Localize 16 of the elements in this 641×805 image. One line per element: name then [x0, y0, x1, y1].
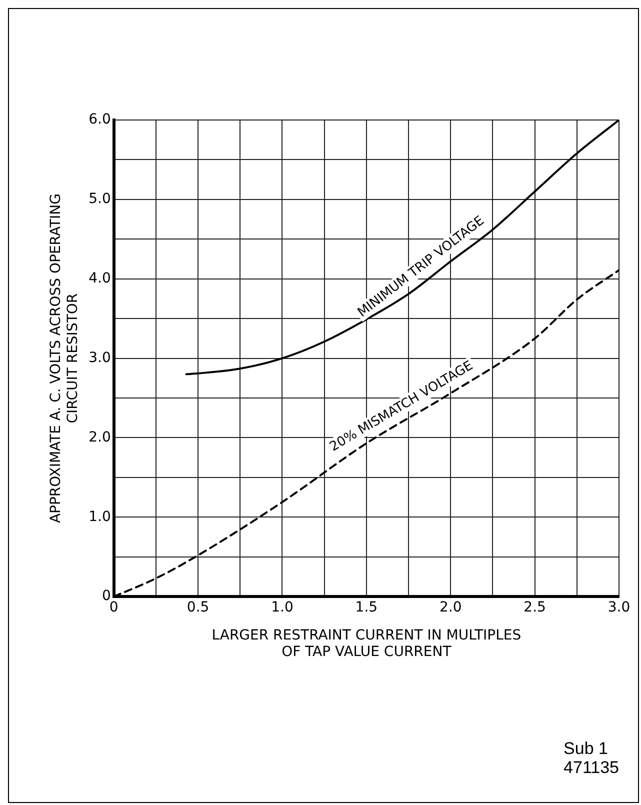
- x-tick-label: 1.5: [355, 600, 378, 616]
- y-tick-label: 3.0: [88, 350, 111, 366]
- y-axis-title: APPROXIMATE A. C. VOLTS ACROSS OPERATING CIRCUIT RESISTOR: [48, 194, 81, 524]
- x-tick-label: 1.0: [271, 600, 294, 616]
- y-tick-label: 1.0: [88, 508, 111, 525]
- y-tick-label: 5.0: [88, 191, 111, 208]
- y-tick-label: 2.0: [88, 429, 111, 446]
- y-tick-label: 0: [102, 588, 111, 604]
- y-tick-label: 4.0: [88, 270, 111, 287]
- text: Sub 1 471135: [564, 739, 619, 777]
- x-axis-title: LARGER RESTRAINT CURRENT IN MULTIPLES OF TAP VALUE CURRENT: [212, 627, 522, 660]
- y-tick-label: 6.0: [88, 112, 111, 128]
- x-tick-label: 2.0: [439, 600, 462, 616]
- x-tick-label: 0.5: [186, 600, 210, 616]
- x-tick-label: 2.5: [524, 600, 546, 616]
- x-tick-label: 3.0: [608, 600, 630, 616]
